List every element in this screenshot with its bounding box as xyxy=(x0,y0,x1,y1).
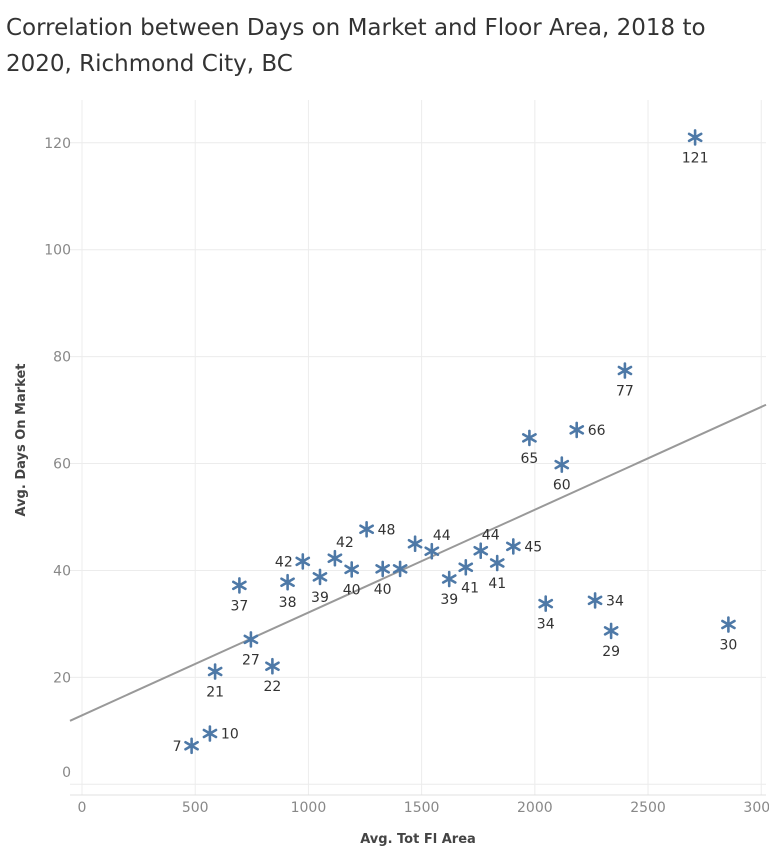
data-point-marker xyxy=(424,542,440,560)
data-point-marker xyxy=(569,421,585,439)
data-point-marker xyxy=(280,573,295,591)
x-tick-label: 0 xyxy=(78,800,87,816)
data-point-marker xyxy=(522,429,537,447)
data-label: 41 xyxy=(461,580,479,596)
x-axis-title: Avg. Tot Fl Area xyxy=(360,832,476,847)
data-label: 66 xyxy=(588,423,606,439)
data-label: 37 xyxy=(230,598,248,614)
data-label: 7 xyxy=(173,739,182,755)
x-tick-label: 2000 xyxy=(517,800,553,816)
data-point-marker xyxy=(295,553,311,570)
data-point-marker xyxy=(603,622,619,640)
data-point-marker xyxy=(489,554,505,572)
data-label: 21 xyxy=(206,685,224,701)
x-tick-label: 1500 xyxy=(404,800,440,816)
trend-line xyxy=(69,403,767,722)
data-point-marker xyxy=(617,362,633,379)
data-label: 38 xyxy=(279,595,297,611)
data-label: 60 xyxy=(553,478,571,494)
data-point-marker xyxy=(327,549,343,567)
data-label: 42 xyxy=(336,535,354,551)
y-tick-label: 100 xyxy=(44,243,71,259)
data-point-marker xyxy=(392,560,408,578)
data-label: 121 xyxy=(682,150,709,166)
y-tick-label: 40 xyxy=(53,563,71,579)
data-point-marker xyxy=(232,577,247,594)
data-label: 39 xyxy=(440,592,458,608)
data-point-marker xyxy=(687,129,703,146)
data-label: 44 xyxy=(433,528,451,544)
data-labels: 7102137272238423942404840443941444145653… xyxy=(173,150,738,754)
data-label: 22 xyxy=(264,679,282,695)
data-point-marker xyxy=(441,570,457,588)
y-tick-label: 120 xyxy=(44,136,71,152)
data-label: 29 xyxy=(602,644,620,660)
data-label: 39 xyxy=(311,590,329,606)
data-point-marker xyxy=(202,725,218,742)
data-point-marker xyxy=(265,657,280,675)
data-label: 48 xyxy=(378,522,396,538)
data-label: 44 xyxy=(482,528,500,544)
data-point-marker xyxy=(312,568,328,586)
data-label: 27 xyxy=(242,652,260,668)
y-tick-label: 20 xyxy=(53,670,71,686)
data-point-marker xyxy=(407,535,423,552)
data-point-marker xyxy=(359,521,374,538)
data-point-marker xyxy=(375,560,390,578)
chart-title: Correlation between Days on Market and F… xyxy=(6,15,706,77)
data-label: 40 xyxy=(374,582,392,598)
gridlines xyxy=(70,100,766,796)
y-tick-label: 60 xyxy=(53,457,71,473)
data-label: 77 xyxy=(616,384,634,400)
data-point-marker xyxy=(587,592,603,609)
data-label: 34 xyxy=(606,593,624,609)
data-label: 65 xyxy=(520,451,538,467)
data-label: 45 xyxy=(524,539,542,555)
data-point-marker xyxy=(344,561,359,578)
data-point-marker xyxy=(554,456,570,473)
data-label: 42 xyxy=(275,554,293,570)
data-point-marker xyxy=(538,595,554,612)
data-point-marker xyxy=(473,542,489,559)
data-points xyxy=(184,129,736,755)
y-tick-label: 80 xyxy=(53,350,71,366)
x-tick-label: 500 xyxy=(182,800,209,816)
data-label: 30 xyxy=(720,637,738,653)
data-point-marker xyxy=(506,538,521,555)
x-tick-label: 1000 xyxy=(291,800,327,816)
data-point-marker xyxy=(243,631,259,648)
data-label: 40 xyxy=(343,582,361,598)
x-tick-label: 2500 xyxy=(630,800,666,816)
data-label: 10 xyxy=(221,727,239,743)
data-label: 34 xyxy=(537,617,555,633)
data-point-marker xyxy=(721,616,736,633)
data-point-marker xyxy=(184,737,199,755)
data-point-marker xyxy=(207,663,223,680)
y-axis-title: Avg. Days On Market xyxy=(14,363,29,516)
y-tick-label: 0 xyxy=(62,765,71,781)
data-label: 41 xyxy=(488,576,506,592)
data-point-marker xyxy=(458,559,474,576)
